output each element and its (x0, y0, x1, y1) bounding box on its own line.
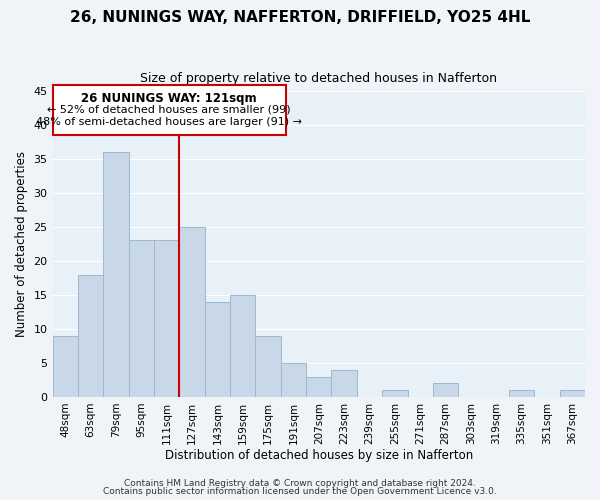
Bar (128, 240, 154, 397)
Bar (179, 227, 205, 397)
Bar (509, 390, 534, 397)
Bar (53, 336, 78, 397)
FancyBboxPatch shape (53, 86, 286, 135)
Bar (560, 390, 585, 397)
Bar (382, 390, 407, 397)
Title: Size of property relative to detached houses in Nafferton: Size of property relative to detached ho… (140, 72, 497, 86)
Bar (433, 384, 458, 397)
Bar (331, 370, 357, 397)
Bar (230, 295, 256, 397)
Text: ← 52% of detached houses are smaller (99): ← 52% of detached houses are smaller (99… (47, 104, 291, 115)
Text: 26, NUNINGS WAY, NAFFERTON, DRIFFIELD, YO25 4HL: 26, NUNINGS WAY, NAFFERTON, DRIFFIELD, Y… (70, 10, 530, 25)
Text: Contains HM Land Registry data © Crown copyright and database right 2024.: Contains HM Land Registry data © Crown c… (124, 478, 476, 488)
Text: 26 NUNINGS WAY: 121sqm: 26 NUNINGS WAY: 121sqm (82, 92, 257, 105)
Bar (154, 240, 179, 397)
Bar (281, 363, 306, 397)
Bar (205, 302, 230, 397)
Bar (306, 376, 331, 397)
X-axis label: Distribution of detached houses by size in Nafferton: Distribution of detached houses by size … (164, 450, 473, 462)
Text: 48% of semi-detached houses are larger (91) →: 48% of semi-detached houses are larger (… (36, 116, 302, 126)
Bar (256, 336, 281, 397)
Bar (103, 152, 128, 397)
Y-axis label: Number of detached properties: Number of detached properties (15, 151, 28, 337)
Bar (78, 274, 103, 397)
Text: Contains public sector information licensed under the Open Government Licence v3: Contains public sector information licen… (103, 487, 497, 496)
